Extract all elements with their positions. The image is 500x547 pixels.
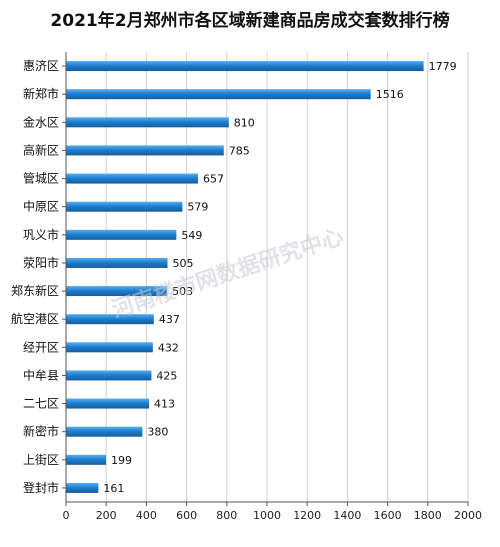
category-label: 经开区: [23, 340, 59, 354]
x-tick-label: 1600: [374, 509, 402, 522]
bar: [66, 314, 154, 325]
category-label: 金水区: [23, 114, 59, 129]
bars: 1779 1516 810 785 657 579 549 505 503 437 432 425 41…: [66, 60, 457, 495]
bar: [66, 426, 143, 437]
category-label: 新郑市: [23, 86, 59, 101]
x-tick-label: 600: [176, 509, 197, 522]
bar: [66, 201, 183, 212]
value-label: 1516: [376, 88, 404, 101]
x-tick-label: 800: [216, 509, 237, 522]
value-label: 425: [156, 369, 177, 382]
value-label: 785: [229, 144, 250, 157]
category-label: 荥阳市: [23, 255, 59, 270]
category-label: 中牟县: [23, 367, 59, 382]
value-label: 579: [187, 201, 208, 214]
category-label: 新密市: [23, 424, 59, 439]
category-label: 郑东新区: [11, 283, 59, 298]
category-label: 高新区: [23, 142, 59, 157]
value-label: 380: [147, 426, 168, 439]
category-label: 中原区: [23, 199, 59, 214]
bar: [66, 398, 150, 409]
bar: [66, 482, 99, 493]
value-label: 549: [181, 229, 202, 242]
value-label: 432: [158, 341, 179, 354]
axes: 0 200 400 600 800 1000 1200 1400 1600 1800 2000 惠济区…: [11, 52, 482, 522]
value-label: 503: [172, 285, 193, 298]
x-tick-label: 1400: [333, 509, 361, 522]
category-label: 二七区: [23, 397, 59, 411]
x-tick-label: 0: [63, 509, 70, 522]
bar: [66, 286, 168, 297]
bar: [66, 61, 424, 72]
bar: [66, 173, 199, 184]
category-label: 上街区: [23, 453, 59, 467]
x-tick-label: 1800: [414, 509, 442, 522]
category-label: 登封市: [23, 480, 59, 495]
x-tick-label: 1200: [293, 509, 321, 522]
value-label: 810: [234, 116, 255, 129]
x-tick-label: 400: [136, 509, 157, 522]
x-tick-label: 200: [96, 509, 117, 522]
x-tick-label: 2000: [454, 509, 482, 522]
value-label: 413: [154, 398, 175, 411]
value-label: 199: [111, 454, 132, 467]
value-label: 505: [173, 257, 194, 270]
bar: [66, 370, 152, 381]
bar: [66, 454, 106, 465]
bar: [66, 145, 224, 156]
value-label: 437: [159, 313, 180, 326]
value-label: 161: [103, 482, 124, 495]
category-label: 航空港区: [11, 311, 59, 326]
category-label: 惠济区: [23, 58, 59, 73]
x-tick-label: 1000: [253, 509, 281, 522]
value-label: 657: [203, 173, 224, 186]
category-label: 管城区: [23, 171, 59, 186]
bar: [66, 229, 177, 240]
value-label: 1779: [429, 60, 457, 73]
category-label: 巩义市: [23, 227, 59, 242]
bar: [66, 117, 229, 128]
bar: [66, 257, 168, 268]
bar: [66, 89, 371, 100]
bar: [66, 342, 153, 353]
chart-title: 2021年2月郑州市各区域新建商品房成交套数排行榜: [50, 10, 449, 31]
